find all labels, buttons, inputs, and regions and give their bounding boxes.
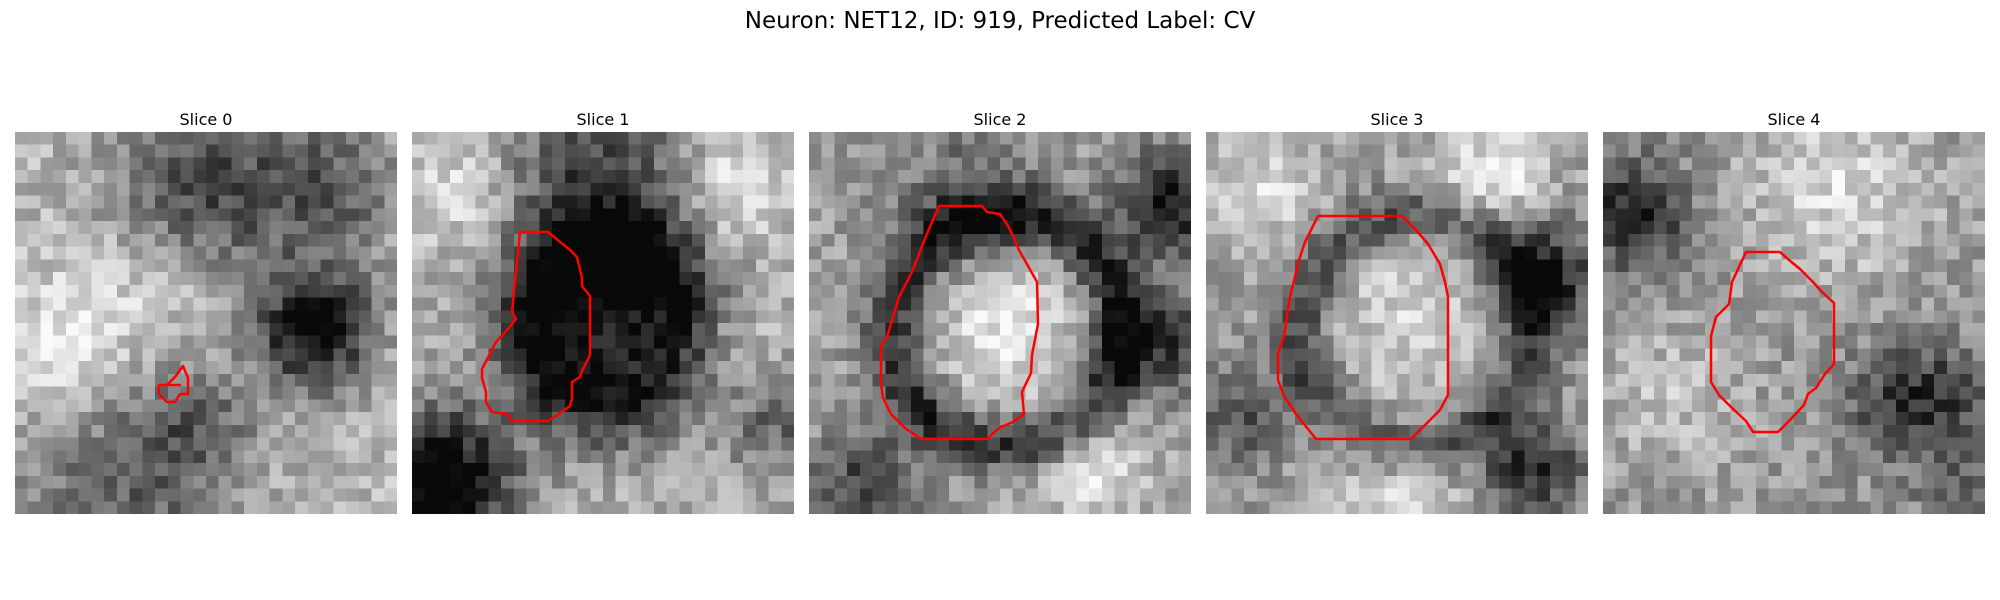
- slice-panel-4: Slice 4: [1603, 108, 1985, 514]
- grayscale-texture: [1206, 132, 1588, 514]
- grayscale-texture: [15, 132, 397, 514]
- slice-title: Slice 4: [1767, 110, 1821, 129]
- slice-panel-3: Slice 3: [1206, 108, 1588, 514]
- slice-title: Slice 2: [973, 110, 1027, 129]
- slice-image: [809, 132, 1191, 514]
- slice-title: Slice 1: [576, 110, 630, 129]
- slice-image: [412, 132, 794, 514]
- segmentation-contour: [157, 364, 190, 404]
- segmentation-contour: [1276, 214, 1450, 441]
- slice-panel-0: Slice 0: [15, 108, 397, 514]
- grayscale-texture: [1603, 132, 1985, 514]
- slice-panel-2: Slice 2: [809, 108, 1191, 514]
- slice-title: Slice 3: [1370, 110, 1424, 129]
- segmentation-contour: [480, 230, 592, 423]
- slice-image: [1603, 132, 1985, 514]
- slice-title: Slice 0: [179, 110, 233, 129]
- grayscale-texture: [809, 132, 1191, 514]
- slice-panel-1: Slice 1: [412, 108, 794, 514]
- slice-image: [15, 132, 397, 514]
- grayscale-texture: [412, 132, 794, 514]
- segmentation-contour: [879, 204, 1040, 441]
- figure-title: Neuron: NET12, ID: 919, Predicted Label:…: [744, 8, 1256, 34]
- slice-image: [1206, 132, 1588, 514]
- segmentation-contour: [1709, 250, 1836, 434]
